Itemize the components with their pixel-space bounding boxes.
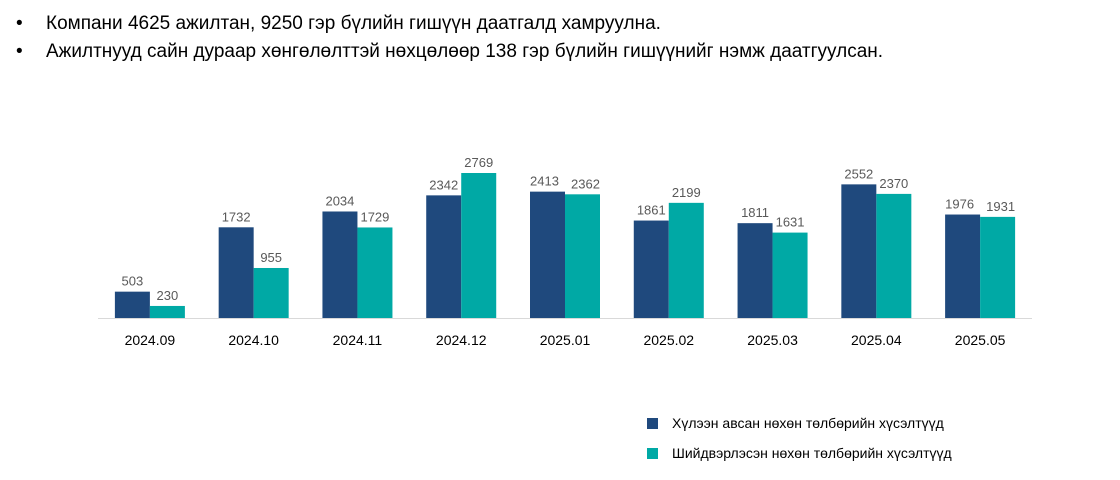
data-label-resolved: 2199: [672, 185, 701, 200]
bullet-symbol: •: [16, 41, 23, 62]
chart-legend: Хүлээн авсан нөхөн төлбөрийн хүсэлтүүд Ш…: [647, 408, 952, 468]
data-label-resolved: 1729: [360, 209, 389, 224]
x-tick-label: 2025.04: [851, 332, 902, 348]
x-tick-label: 2025.01: [540, 332, 591, 348]
x-tick-label: 2024.12: [436, 332, 487, 348]
bar-received: [218, 227, 254, 318]
data-label-resolved: 1931: [986, 199, 1015, 214]
x-tick-label: 2025.03: [747, 332, 798, 348]
bullet-text: Компани 4625 ажилтан, 9250 гэр бүлийн ги…: [46, 13, 661, 34]
bullet-item: • Ажилтнууд сайн дураар хөнгөлөлттэй нөх…: [14, 38, 883, 66]
bullet-list: • Компани 4625 ажилтан, 9250 гэр бүлийн …: [14, 10, 883, 66]
bar-received: [530, 191, 565, 318]
bar-received: [945, 214, 981, 318]
legend-label-resolved: Шийдвэрлэсэн нөхөн төлбөрийн хүсэлтүүд: [672, 445, 952, 461]
data-label-received: 1732: [222, 209, 251, 224]
data-label-received: 2413: [530, 174, 559, 189]
bar-received: [841, 184, 877, 318]
bar-resolved: [461, 173, 497, 318]
bar-chart: 503 230 2024.09 1732 955 2024.10 2034 1729 2024.…: [98, 155, 1032, 348]
x-tick-label: 2025.05: [955, 332, 1006, 348]
bar-resolved: [772, 232, 808, 318]
bar-resolved: [565, 194, 600, 318]
bar-resolved: [253, 267, 289, 318]
bullet-item: • Компани 4625 ажилтан, 9250 гэр бүлийн …: [14, 10, 883, 38]
x-tick-label: 2024.09: [125, 332, 176, 348]
data-label-resolved: 2769: [464, 155, 493, 170]
bar-resolved: [149, 305, 185, 318]
bar-resolved: [668, 202, 704, 318]
data-label-resolved: 230: [157, 288, 179, 303]
data-label-received: 1861: [637, 203, 666, 218]
data-label-resolved: 1631: [776, 215, 805, 230]
bar-received: [633, 220, 669, 318]
legend-swatch-received: [647, 417, 658, 429]
data-label-received: 1976: [945, 197, 974, 212]
bar-received: [114, 291, 150, 318]
data-label-received: 1811: [741, 205, 769, 220]
data-label-received: 2342: [429, 177, 458, 192]
legend-item-received: Хүлээн авсан нөхөн төлбөрийн хүсэлтүүд: [647, 408, 952, 438]
data-label-resolved: 955: [260, 250, 282, 265]
legend-label-received: Хүлээн авсан нөхөн төлбөрийн хүсэлтүүд: [672, 415, 944, 431]
x-tick-label: 2024.10: [228, 332, 279, 348]
x-tick-label: 2024.11: [333, 332, 383, 348]
bar-resolved: [876, 193, 912, 318]
bar-received: [426, 195, 462, 318]
legend-item-resolved: Шийдвэрлэсэн нөхөн төлбөрийн хүсэлтүүд: [647, 438, 952, 468]
x-tick-label: 2025.02: [643, 332, 694, 348]
data-label-received: 503: [122, 274, 144, 289]
bar-received: [737, 223, 773, 318]
bullet-text: Ажилтнууд сайн дураар хөнгөлөлттэй нөхцө…: [46, 41, 884, 62]
bar-resolved: [357, 227, 393, 318]
data-label-received: 2552: [844, 166, 873, 181]
data-label-received: 2034: [325, 193, 354, 208]
bullet-symbol: •: [16, 13, 23, 34]
bar-resolved: [980, 216, 1016, 318]
bar-received: [322, 211, 358, 318]
data-label-resolved: 2370: [879, 176, 908, 191]
data-label-resolved: 2362: [571, 176, 600, 191]
legend-swatch-resolved: [647, 447, 658, 459]
